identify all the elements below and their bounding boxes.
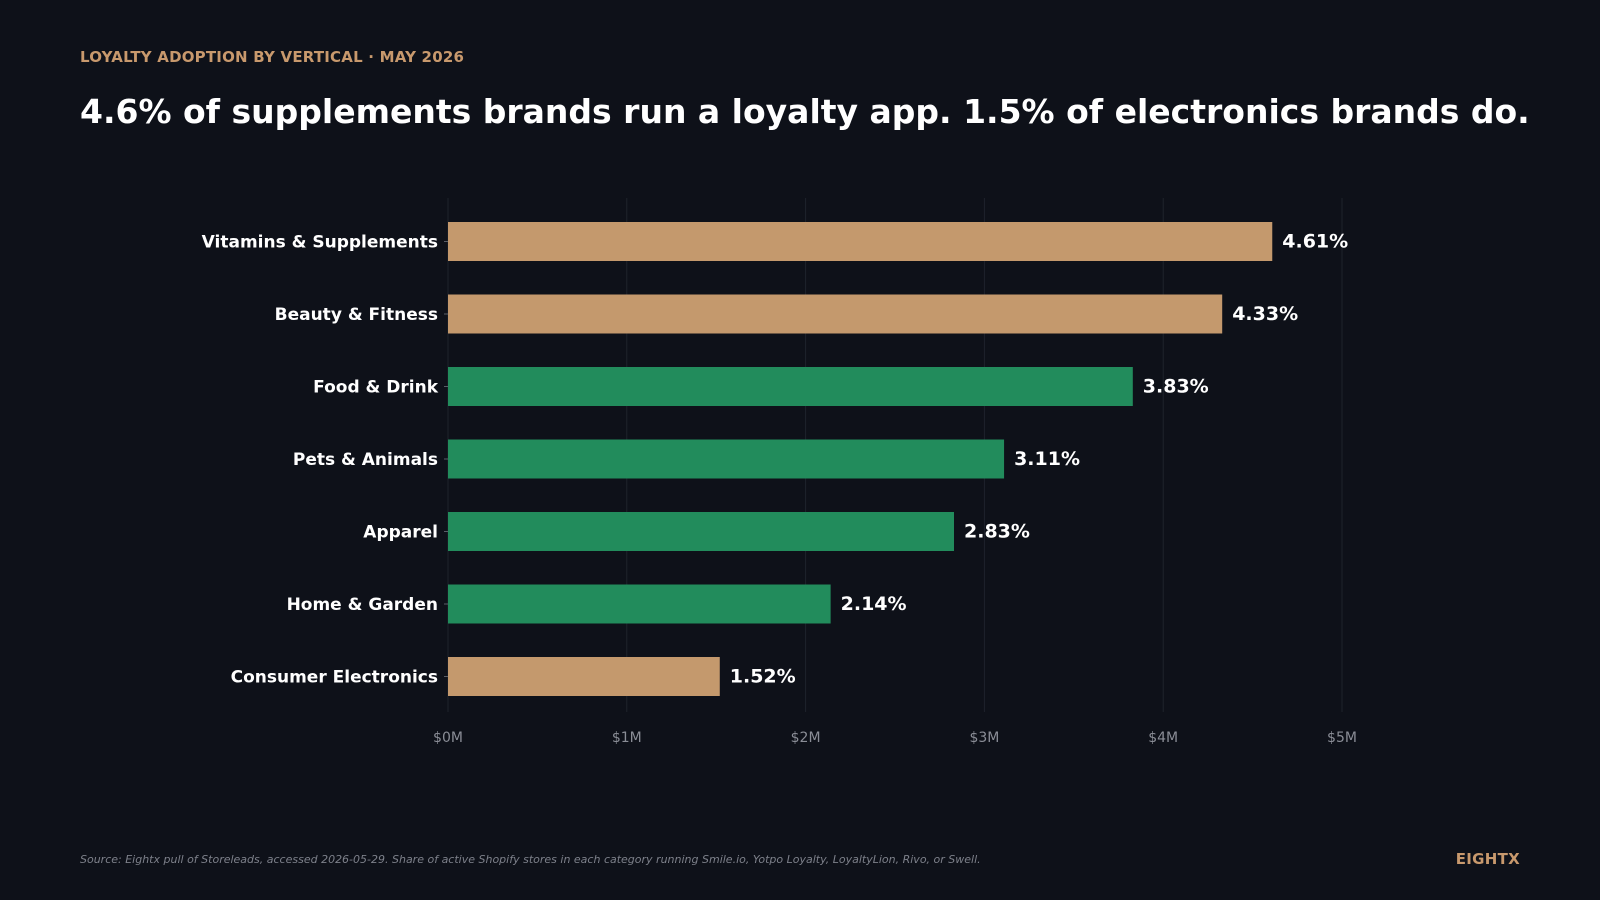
value-label: 3.11%	[1014, 448, 1080, 470]
bar-chart: Vitamins & Supplements 4.61% Beauty & Fitn…	[202, 198, 1357, 746]
value-label: 2.83%	[964, 521, 1030, 543]
brand-logo: EIGHTX	[1455, 850, 1520, 868]
source-note: Source: Eightx pull of Storeleads, acces…	[80, 853, 981, 866]
value-label: 4.33%	[1232, 303, 1298, 325]
bar	[448, 294, 1223, 334]
bar	[448, 439, 1005, 479]
value-label: 2.14%	[841, 593, 907, 615]
category-label: Vitamins & Supplements	[202, 233, 438, 253]
x-tick-label: $1M	[612, 730, 642, 746]
category-label: Apparel	[363, 523, 438, 543]
category-label: Home & Garden	[287, 595, 438, 615]
bar	[448, 584, 831, 624]
bar	[448, 657, 720, 696]
x-tick-label: $4M	[1148, 730, 1178, 746]
bar	[448, 367, 1133, 406]
bar-layer	[448, 222, 1273, 696]
x-tick-label: $3M	[969, 730, 999, 746]
category-label: Pets & Animals	[293, 450, 438, 470]
category-label: Beauty & Fitness	[275, 305, 438, 325]
value-label: 1.52%	[730, 666, 796, 688]
chart-headline: 4.6% of supplements brands run a loyalty…	[80, 92, 1530, 131]
category-label: Food & Drink	[313, 378, 439, 398]
bar	[448, 512, 955, 551]
x-tick-label: $2M	[791, 730, 821, 746]
value-label: 3.83%	[1143, 376, 1209, 398]
category-label: Consumer Electronics	[231, 668, 438, 688]
label-layer: Vitamins & Supplements 4.61% Beauty & Fitn…	[202, 231, 1349, 688]
x-tick-label: $0M	[433, 730, 463, 746]
tick-layer: $0M $1M $2M $3M $4M $5M	[433, 241, 1357, 746]
bar	[448, 222, 1273, 261]
x-tick-label: $5M	[1327, 730, 1357, 746]
chart-eyebrow: LOYALTY ADOPTION BY VERTICAL · MAY 2026	[80, 48, 465, 66]
value-label: 4.61%	[1282, 231, 1348, 253]
